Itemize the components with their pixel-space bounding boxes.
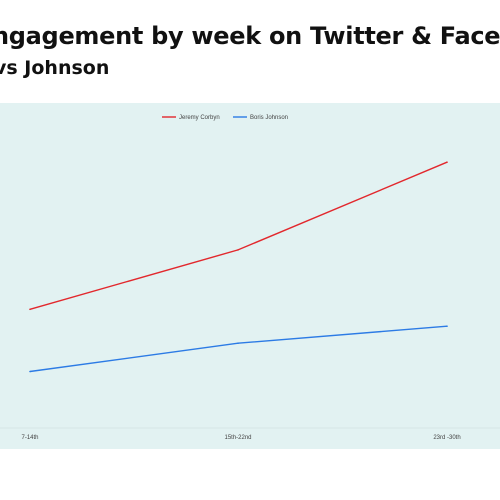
series-line-jeremy-corbyn <box>29 161 448 310</box>
data-point-boris-johnson-0 <box>29 370 31 373</box>
x-tick-label: 23rd -30th <box>433 435 460 441</box>
data-point-jeremy-corbyn-2 <box>446 161 448 163</box>
series-lines <box>29 161 448 373</box>
legend-label-boris-johnson: Boris Johnson <box>250 115 288 121</box>
data-point-boris-johnson-2 <box>446 325 448 328</box>
x-tick-label: 15th-22nd <box>224 435 251 441</box>
legend-label-jeremy-corbyn: Jeremy Corbyn <box>179 115 220 121</box>
data-point-jeremy-corbyn-1 <box>237 249 239 251</box>
x-tick-label: 7-14th <box>21 435 38 441</box>
data-point-jeremy-corbyn-0 <box>29 308 31 311</box>
chart-title: ngagement by week on Twitter & Faceb <box>0 22 500 50</box>
data-point-boris-johnson-1 <box>237 342 239 345</box>
x-axis-ticks: 7-14th 15th-22nd 23rd -30th <box>21 435 460 441</box>
series-line-boris-johnson <box>29 325 448 373</box>
chart-subtitle: vs Johnson <box>0 57 110 79</box>
plot-background <box>0 103 500 449</box>
legend: Jeremy Corbyn Boris Johnson <box>162 115 288 121</box>
